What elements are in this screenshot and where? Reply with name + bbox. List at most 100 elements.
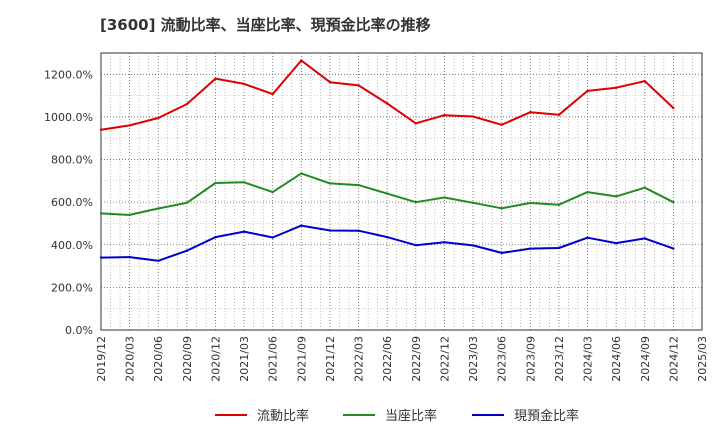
data-point <box>214 77 217 80</box>
x-tick-label: 2024/12 <box>667 336 680 382</box>
data-point <box>443 114 446 117</box>
x-tick-label: 2024/03 <box>582 336 595 382</box>
x-tick-label: 2023/03 <box>467 336 480 382</box>
data-point <box>357 183 360 187</box>
data-point <box>529 247 532 250</box>
data-point <box>357 84 360 87</box>
data-point <box>242 230 246 233</box>
data-point <box>385 192 389 195</box>
data-point <box>300 172 303 175</box>
data-point <box>328 80 332 84</box>
data-point <box>300 224 303 227</box>
x-tick-label: 2025/03 <box>696 336 709 382</box>
y-tick-label: 400.0% <box>51 239 93 252</box>
x-tick-label: 2021/03 <box>238 336 251 382</box>
x-tick-label: 2020/03 <box>124 336 137 382</box>
data-point <box>672 200 675 204</box>
chart-title: [3600] 流動比率、当座比率、現預金比率の推移 <box>100 16 431 34</box>
x-tick-label: 2023/12 <box>553 336 566 382</box>
data-point <box>614 86 618 89</box>
data-point <box>443 241 446 244</box>
y-tick-label: 1000.0% <box>44 111 93 124</box>
data-point <box>471 244 475 247</box>
data-point <box>586 236 589 239</box>
data-point <box>500 207 503 210</box>
data-point <box>414 200 418 204</box>
data-point <box>672 106 675 110</box>
plot-area <box>101 53 702 330</box>
data-point <box>471 201 475 204</box>
x-tick-label: 2023/09 <box>524 336 537 382</box>
data-point <box>529 111 532 114</box>
data-point <box>643 79 646 83</box>
x-tick-label: 2022/06 <box>381 336 394 382</box>
data-point <box>385 235 389 239</box>
x-tick-label: 2022/09 <box>410 336 423 382</box>
x-tick-label: 2021/12 <box>324 336 337 382</box>
data-point <box>185 102 189 106</box>
data-point <box>157 116 160 120</box>
data-point <box>99 212 103 215</box>
x-tick-label: 2024/09 <box>639 336 652 382</box>
data-point <box>99 128 103 131</box>
x-tick-label: 2020/06 <box>152 336 165 382</box>
data-point <box>471 115 475 118</box>
data-point <box>614 241 618 245</box>
data-point <box>242 82 246 86</box>
data-point <box>672 247 675 250</box>
x-tick-label: 2019/12 <box>95 336 108 382</box>
x-tick-label: 2022/12 <box>438 336 451 382</box>
data-point <box>214 235 217 239</box>
data-point <box>414 243 418 247</box>
data-point <box>500 251 503 255</box>
legend-label-1: 流動比率 <box>257 408 309 424</box>
legend-label-3: 現預金比率 <box>514 408 579 424</box>
x-tick-label: 2023/06 <box>496 336 509 382</box>
data-point <box>557 203 561 206</box>
data-point <box>157 259 160 262</box>
x-tick-label: 2020/09 <box>181 336 194 382</box>
data-point <box>557 246 561 250</box>
data-point <box>271 92 274 96</box>
data-point <box>357 229 360 232</box>
data-point <box>271 236 274 239</box>
x-tick-label: 2021/06 <box>267 336 280 382</box>
data-point <box>157 207 160 210</box>
data-point <box>328 182 332 185</box>
data-point <box>99 256 103 259</box>
x-tick-label: 2021/09 <box>295 336 308 382</box>
plot-frame <box>100 52 703 331</box>
data-point <box>557 113 561 116</box>
data-point <box>586 89 589 93</box>
data-point <box>385 102 389 105</box>
data-point <box>185 201 189 204</box>
data-point <box>614 195 618 198</box>
data-point <box>128 255 131 259</box>
data-point <box>643 186 646 189</box>
data-point <box>643 237 646 240</box>
data-point <box>128 213 131 217</box>
legend-label-2: 当座比率 <box>385 408 437 424</box>
data-point <box>300 59 303 62</box>
y-tick-label: 600.0% <box>51 196 93 209</box>
x-tick-label: 2022/03 <box>353 336 366 382</box>
data-point <box>500 123 503 127</box>
data-point <box>443 196 446 199</box>
data-point <box>128 124 131 127</box>
y-tick-label: 1200.0% <box>44 68 93 81</box>
y-tick-label: 0.0% <box>65 324 93 337</box>
data-point <box>185 249 189 252</box>
y-tick-label: 200.0% <box>51 281 93 294</box>
data-point <box>271 190 274 194</box>
data-point <box>242 181 246 184</box>
data-point <box>586 190 589 194</box>
data-point <box>214 181 217 185</box>
y-tick-label: 800.0% <box>51 154 93 167</box>
x-tick-label: 2020/12 <box>209 336 222 382</box>
data-point <box>328 229 332 232</box>
data-point <box>529 201 532 205</box>
data-point <box>414 122 418 125</box>
x-tick-label: 2024/06 <box>610 336 623 382</box>
